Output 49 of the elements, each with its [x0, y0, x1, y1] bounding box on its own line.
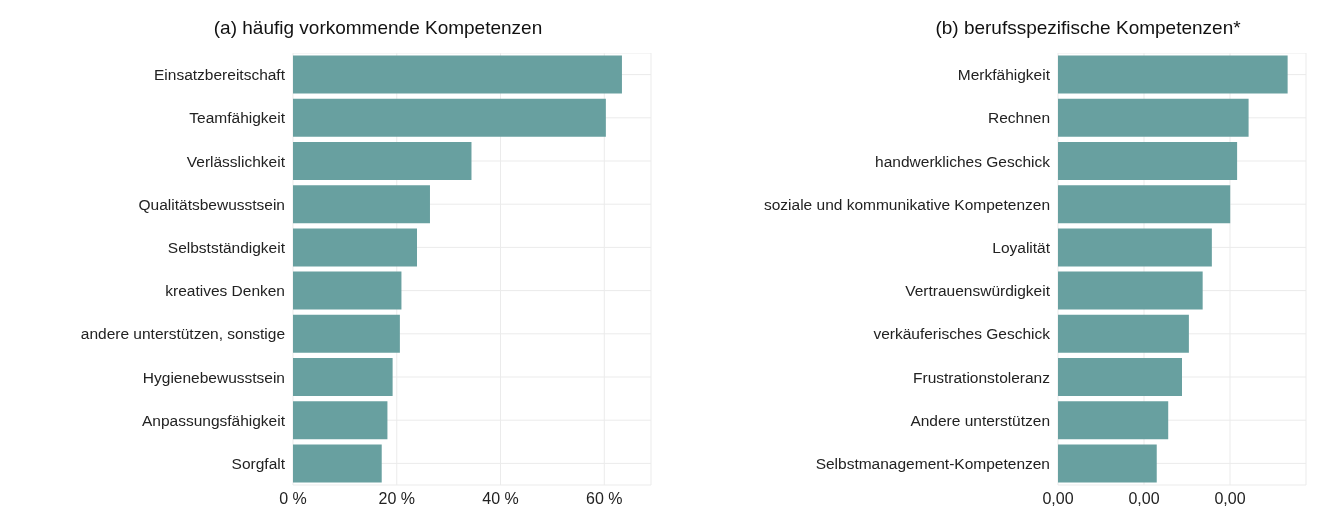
y-tick-label: Hygienebewusstsein: [142, 368, 285, 386]
text: 0,00: [1042, 490, 1074, 508]
bar: [1058, 357, 1182, 396]
text: 0,00: [1214, 490, 1246, 508]
bar: [1058, 444, 1157, 483]
y-tick-label: Frustrationstoleranz: [913, 368, 1050, 386]
y-tick-label: verkäuferisches Geschick: [873, 325, 1051, 343]
bar: [1058, 55, 1288, 94]
bar: [1058, 185, 1231, 224]
bar: [293, 98, 606, 137]
x-tick-label: 60 %: [586, 490, 623, 508]
bar: [293, 357, 393, 396]
y-tick-label: Rechnen: [987, 109, 1050, 127]
y-tick-label: Loyalität: [992, 238, 1051, 256]
x-tick-label: 20 %: [378, 490, 415, 508]
bar: [293, 141, 472, 180]
y-tick-label: Verlässlichkeit: [186, 152, 286, 170]
y-tick-label: Anpassungsfähigkeit: [141, 411, 286, 429]
x-tick-label: 40 %: [482, 490, 519, 508]
bar: [293, 314, 400, 353]
bar: [293, 228, 417, 267]
bar: [1058, 98, 1249, 137]
bar: [293, 401, 388, 440]
y-tick-label: Einsatzbereitschaft: [154, 66, 286, 84]
x-tick-label: 0 %: [279, 490, 307, 508]
y-tick-label: Sorgfalt: [231, 454, 286, 472]
y-tick-label: handwerkliches Geschick: [875, 152, 1051, 170]
text: 0,00: [1128, 490, 1160, 508]
y-tick-label: andere unterstützen, sonstige: [80, 325, 285, 343]
bar: [293, 271, 402, 310]
chart-title: (b) berufsspezifische Kompetenzen*: [934, 16, 1242, 40]
bar: [1058, 401, 1169, 440]
y-tick-label: Merkfähigkeit: [957, 66, 1051, 84]
bar: [1058, 271, 1203, 310]
y-tick-label: Teamfähigkeit: [189, 109, 286, 127]
chart-title: (a) häufig vorkommende Kompetenzen: [212, 16, 544, 40]
bar: [1058, 141, 1238, 180]
y-tick-label: Selbstmanagement-Kompetenzen: [815, 454, 1050, 472]
y-tick-label: soziale und kommunikative Kompetenzen: [763, 195, 1050, 213]
bar: [293, 55, 622, 94]
bar: [293, 185, 430, 224]
y-tick-label: kreatives Denken: [165, 282, 285, 300]
bar: [1058, 228, 1212, 267]
y-tick-label: Selbstständigkeit: [167, 238, 286, 256]
bar: [1058, 314, 1189, 353]
bar: [293, 444, 382, 483]
y-tick-label: Qualitätsbewusstsein: [138, 195, 285, 213]
y-tick-label: Andere unterstützen: [910, 411, 1050, 429]
y-tick-label: Vertrauenswürdigkeit: [905, 282, 1051, 300]
